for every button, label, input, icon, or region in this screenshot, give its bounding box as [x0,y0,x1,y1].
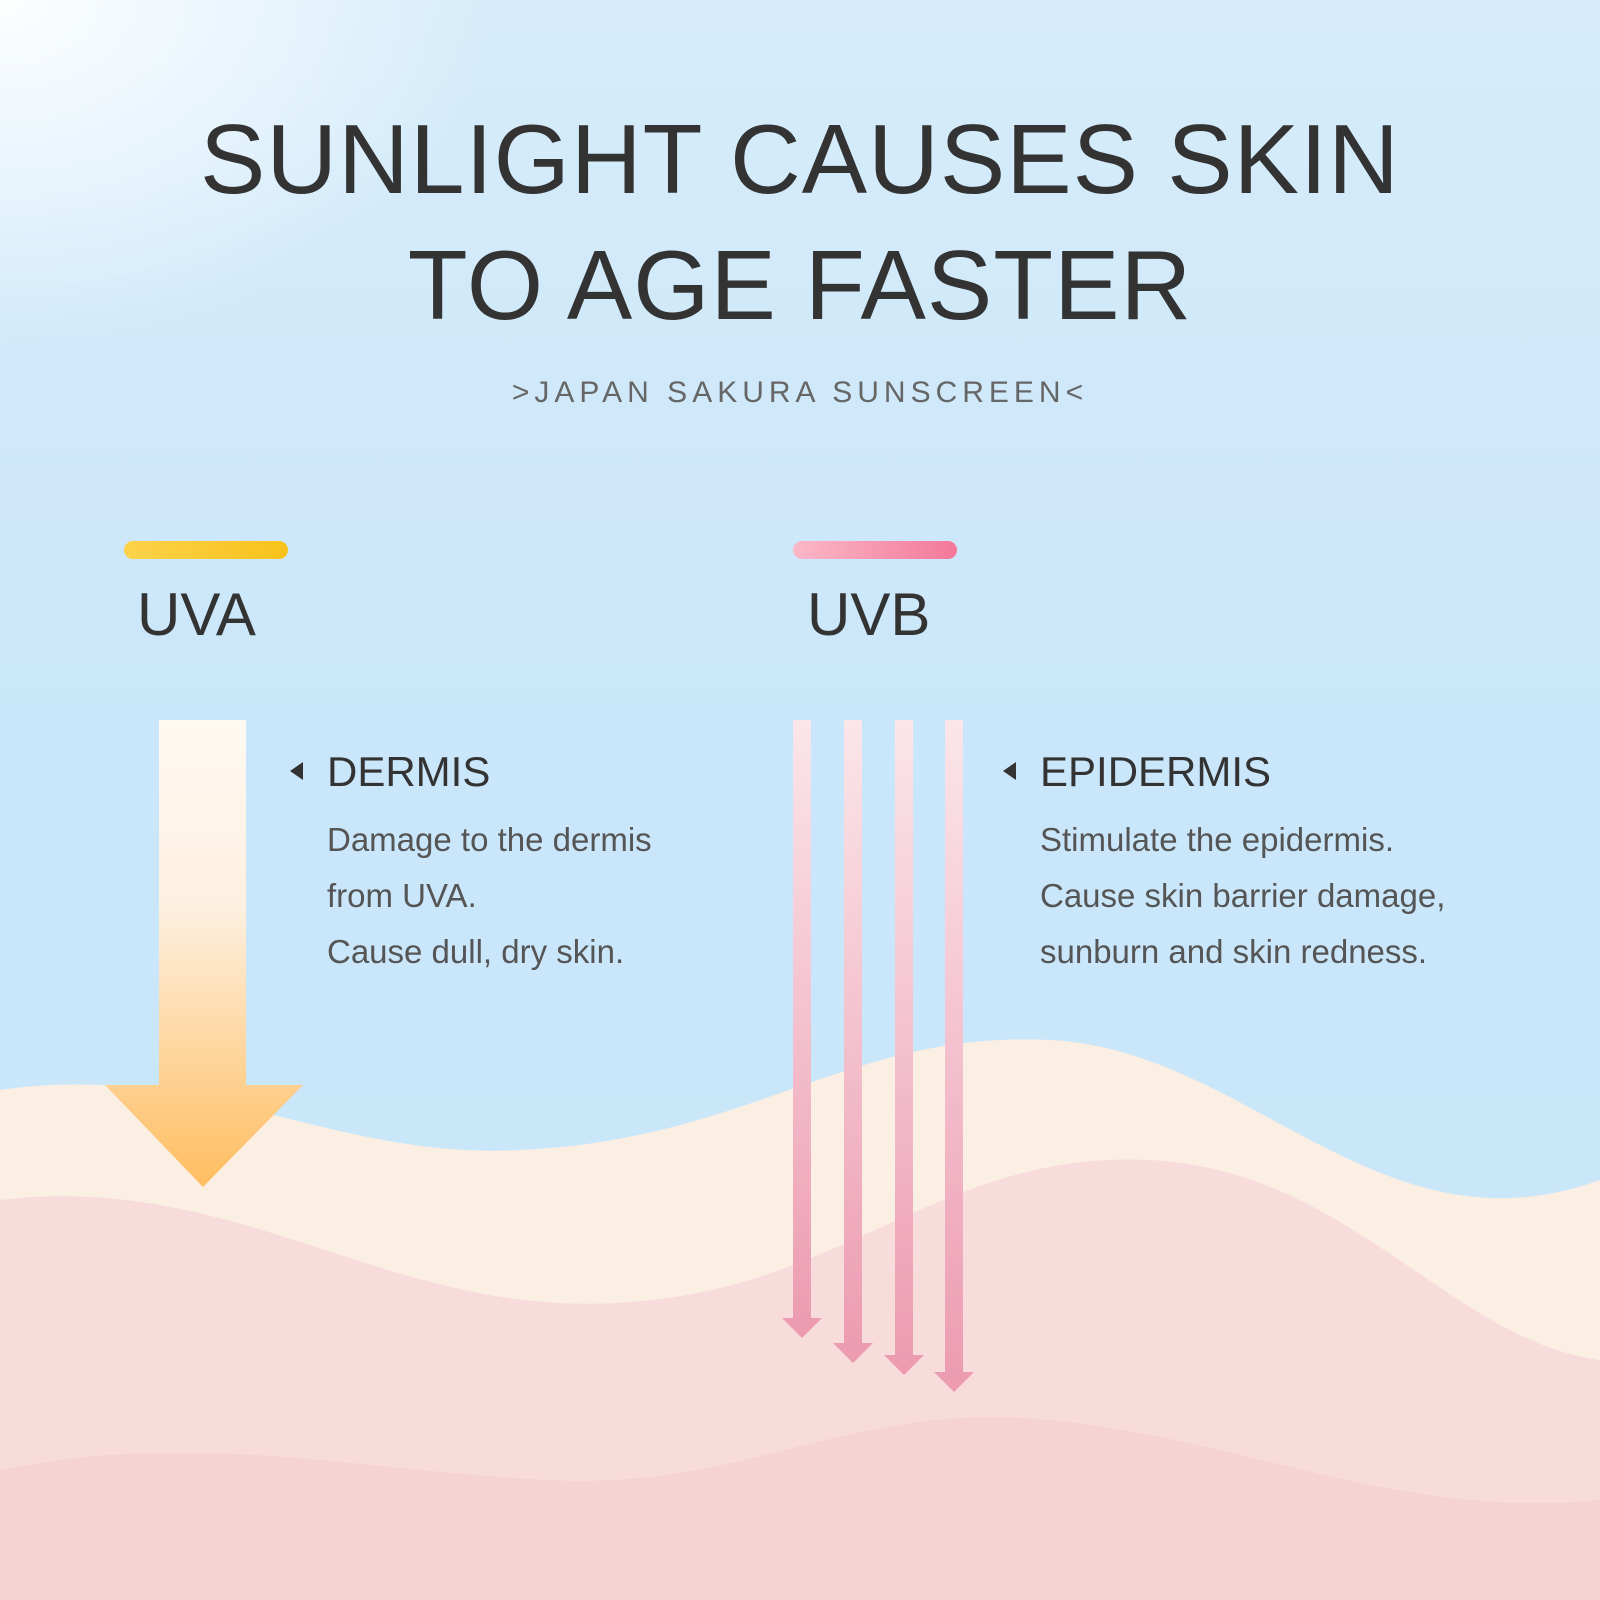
pointer-triangle-icon [290,762,303,780]
uva-description: Damage to the dermis from UVA. Cause dul… [327,812,847,980]
page-title-line2: TO AGE FASTER [407,230,1193,340]
uvb-arrow [782,720,822,1338]
uvb-label: UVB [807,581,931,648]
page-title-line1: SUNLIGHT CAUSES SKIN [200,104,1400,214]
uva-description-line: Cause dull, dry skin. [327,933,625,970]
uvb-color-bar [793,541,957,559]
uva-arrow [105,720,303,1187]
uvb-arrow [934,720,974,1392]
uvb-description: Stimulate the epidermis. Cause skin barr… [1040,812,1560,980]
uvb-layer-title: EPIDERMIS [1040,748,1272,795]
uvb-arrows [782,720,974,1392]
sun-glow [0,0,500,350]
skin-wave-bottom [0,1417,1600,1600]
uvb-description-line: sunburn and skin redness. [1040,933,1428,970]
uva-description-line: Damage to the dermis [327,821,652,858]
uvb-description-line: Stimulate the epidermis. [1040,821,1394,858]
subtitle: >JAPAN SAKURA SUNSCREEN< [511,376,1089,409]
uvb-description-line: Cause skin barrier damage, [1040,877,1446,914]
pointer-triangle-icon [1003,762,1016,780]
uva-label: UVA [137,581,256,648]
uvb-arrow [884,720,924,1375]
uva-layer-title: DERMIS [327,748,491,795]
uva-description-line: from UVA. [327,877,477,914]
uva-color-bar [124,541,288,559]
uvb-arrow [833,720,873,1363]
